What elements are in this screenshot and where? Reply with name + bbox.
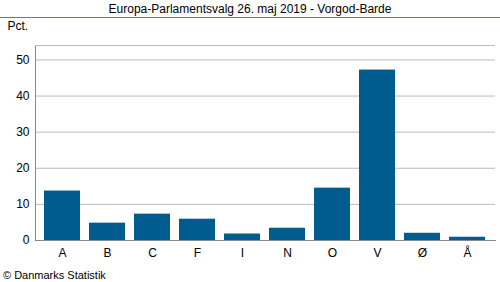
svg-text:O: O [328, 246, 337, 260]
svg-text:Å: Å [463, 245, 471, 260]
svg-text:Pct.: Pct. [8, 19, 29, 33]
svg-text:30: 30 [16, 125, 30, 139]
svg-text:A: A [58, 246, 66, 260]
svg-text:10: 10 [16, 197, 30, 211]
html-text:Europa-Parlamentsvalg 26. maj: Europa-Parlamentsvalg 26. maj 2019 - Vor… [108, 2, 392, 16]
svg-text:I: I [241, 246, 244, 260]
svg-text:20: 20 [16, 161, 30, 175]
svg-text:40: 40 [16, 89, 30, 103]
svg-text:0: 0 [23, 233, 30, 247]
svg-text:Ø: Ø [418, 246, 427, 260]
svg-text:N: N [283, 246, 292, 260]
svg-text:C: C [148, 246, 157, 260]
svg-text:B: B [103, 246, 111, 260]
svg-text:V: V [373, 246, 381, 260]
svg-text:50: 50 [16, 53, 30, 67]
html-text:© Danmarks Statistik: © Danmarks Statistik [3, 269, 106, 281]
svg-text:F: F [194, 246, 201, 260]
